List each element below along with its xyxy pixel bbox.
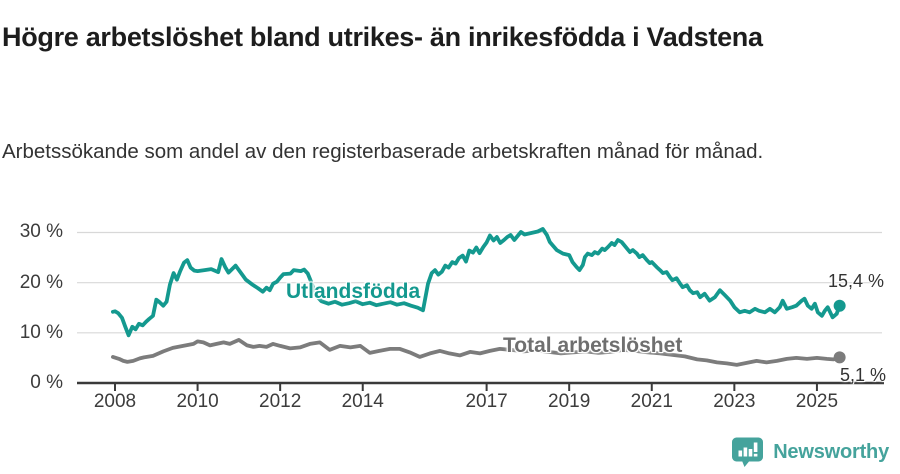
y-tick-label-10: 10 %: [19, 321, 63, 343]
end-value-label-total: 5,1 %: [839, 365, 886, 385]
newsworthy-logo: Newsworthy: [731, 436, 889, 468]
x-tick-label-2012: 2012: [259, 391, 302, 412]
x-tick-label-2014: 2014: [341, 391, 384, 412]
series-line-0: [111, 227, 842, 338]
y-tick-label-0: 0 %: [30, 372, 63, 393]
x-tick-label-2017: 2017: [465, 391, 508, 412]
series-label-total-arbetsloshet: Total arbetslöshet: [503, 334, 683, 357]
y-tick-label-20: 20 %: [19, 271, 63, 293]
series-end-dot-1: [833, 351, 846, 364]
x-tick-label-2019: 2019: [548, 391, 591, 412]
x-tick-label-2010: 2010: [176, 391, 219, 412]
newsworthy-bubble-icon: [732, 437, 764, 467]
chart-subtitle: Arbetssökande som andel av den registerb…: [2, 139, 764, 163]
series-line-1: [111, 337, 842, 367]
page-title: Högre arbetslöshet bland utrikes- än inr…: [2, 22, 763, 53]
x-tick-label-2021: 2021: [630, 391, 673, 412]
x-tick-label-2025: 2025: [795, 391, 839, 412]
brand-name: Newsworthy: [773, 440, 889, 463]
series-end-dot-0: [833, 299, 846, 312]
end-value-label-utlandsfodda: 15,4 %: [827, 271, 884, 291]
y-tick-label-30: 30 %: [19, 221, 63, 243]
x-tick-label-2023: 2023: [713, 391, 756, 412]
x-tick-label-2008: 2008: [93, 391, 137, 412]
series-label-utlandsfodda: Utlandsfödda: [286, 280, 421, 303]
